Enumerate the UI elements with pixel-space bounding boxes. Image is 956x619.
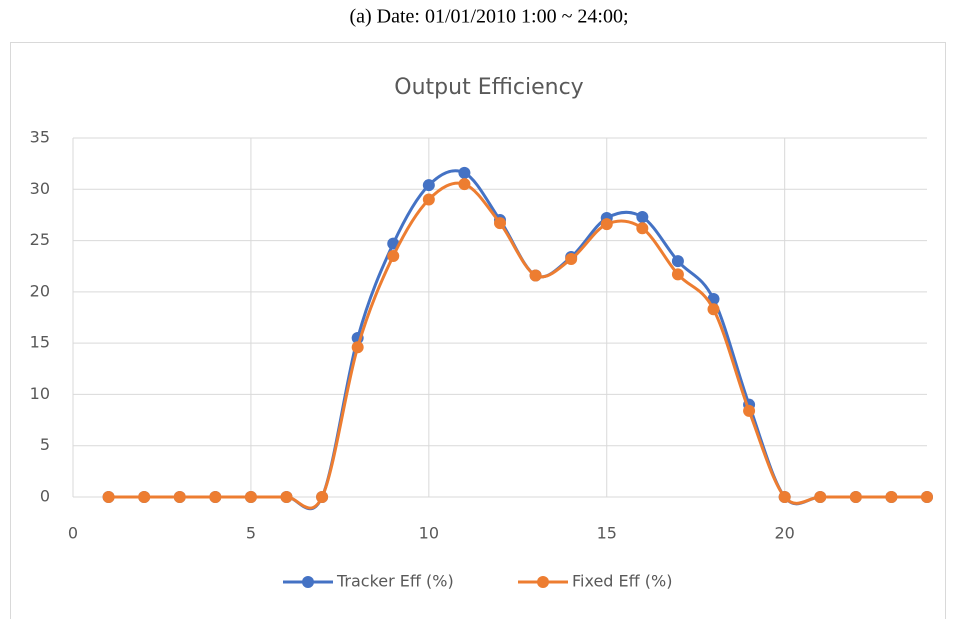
point [102, 491, 115, 503]
chart-frame [10, 42, 946, 619]
point [921, 491, 933, 503]
y-tick-label: 20 [30, 281, 50, 300]
point [743, 404, 756, 417]
y-tick-label: 25 [30, 230, 50, 249]
point [209, 491, 222, 503]
point [316, 491, 329, 503]
point [244, 491, 257, 503]
y-tick-label: 0 [40, 487, 50, 506]
x-tick-label: 0 [68, 524, 78, 543]
point [671, 268, 684, 281]
legend-marker [537, 576, 549, 588]
point [565, 253, 578, 266]
legend-label: Tracker Eff (%) [336, 572, 454, 591]
point [138, 491, 151, 503]
point [458, 166, 471, 179]
y-tick-label: 10 [30, 384, 50, 403]
point [351, 341, 364, 354]
point [600, 218, 613, 231]
point [494, 217, 506, 230]
point [529, 269, 542, 282]
legend-label: Fixed Eff (%) [572, 572, 672, 591]
chart-title: Output Efficiency [394, 75, 583, 100]
x-tick-label: 5 [246, 524, 256, 543]
y-tick-label: 30 [30, 179, 50, 198]
legend-marker [302, 576, 314, 588]
caption: (a) Date: 01/01/2010 1:00 ~ 24:00; [349, 6, 628, 28]
y-tick-label: 5 [40, 435, 50, 454]
point [671, 255, 684, 268]
point [387, 249, 400, 262]
point [458, 178, 471, 191]
point [778, 491, 791, 503]
point [707, 303, 720, 316]
point [422, 193, 435, 206]
x-tick-label: 10 [419, 524, 439, 543]
point [885, 491, 898, 503]
x-tick-label: 20 [774, 524, 794, 543]
point [280, 491, 293, 503]
y-tick-label: 35 [30, 128, 50, 147]
x-tick-label: 15 [597, 524, 617, 543]
point [636, 222, 649, 235]
point [173, 491, 186, 503]
point [814, 491, 827, 503]
point [636, 210, 649, 223]
y-tick-label: 15 [30, 333, 50, 352]
point [849, 491, 862, 503]
point [422, 179, 435, 192]
